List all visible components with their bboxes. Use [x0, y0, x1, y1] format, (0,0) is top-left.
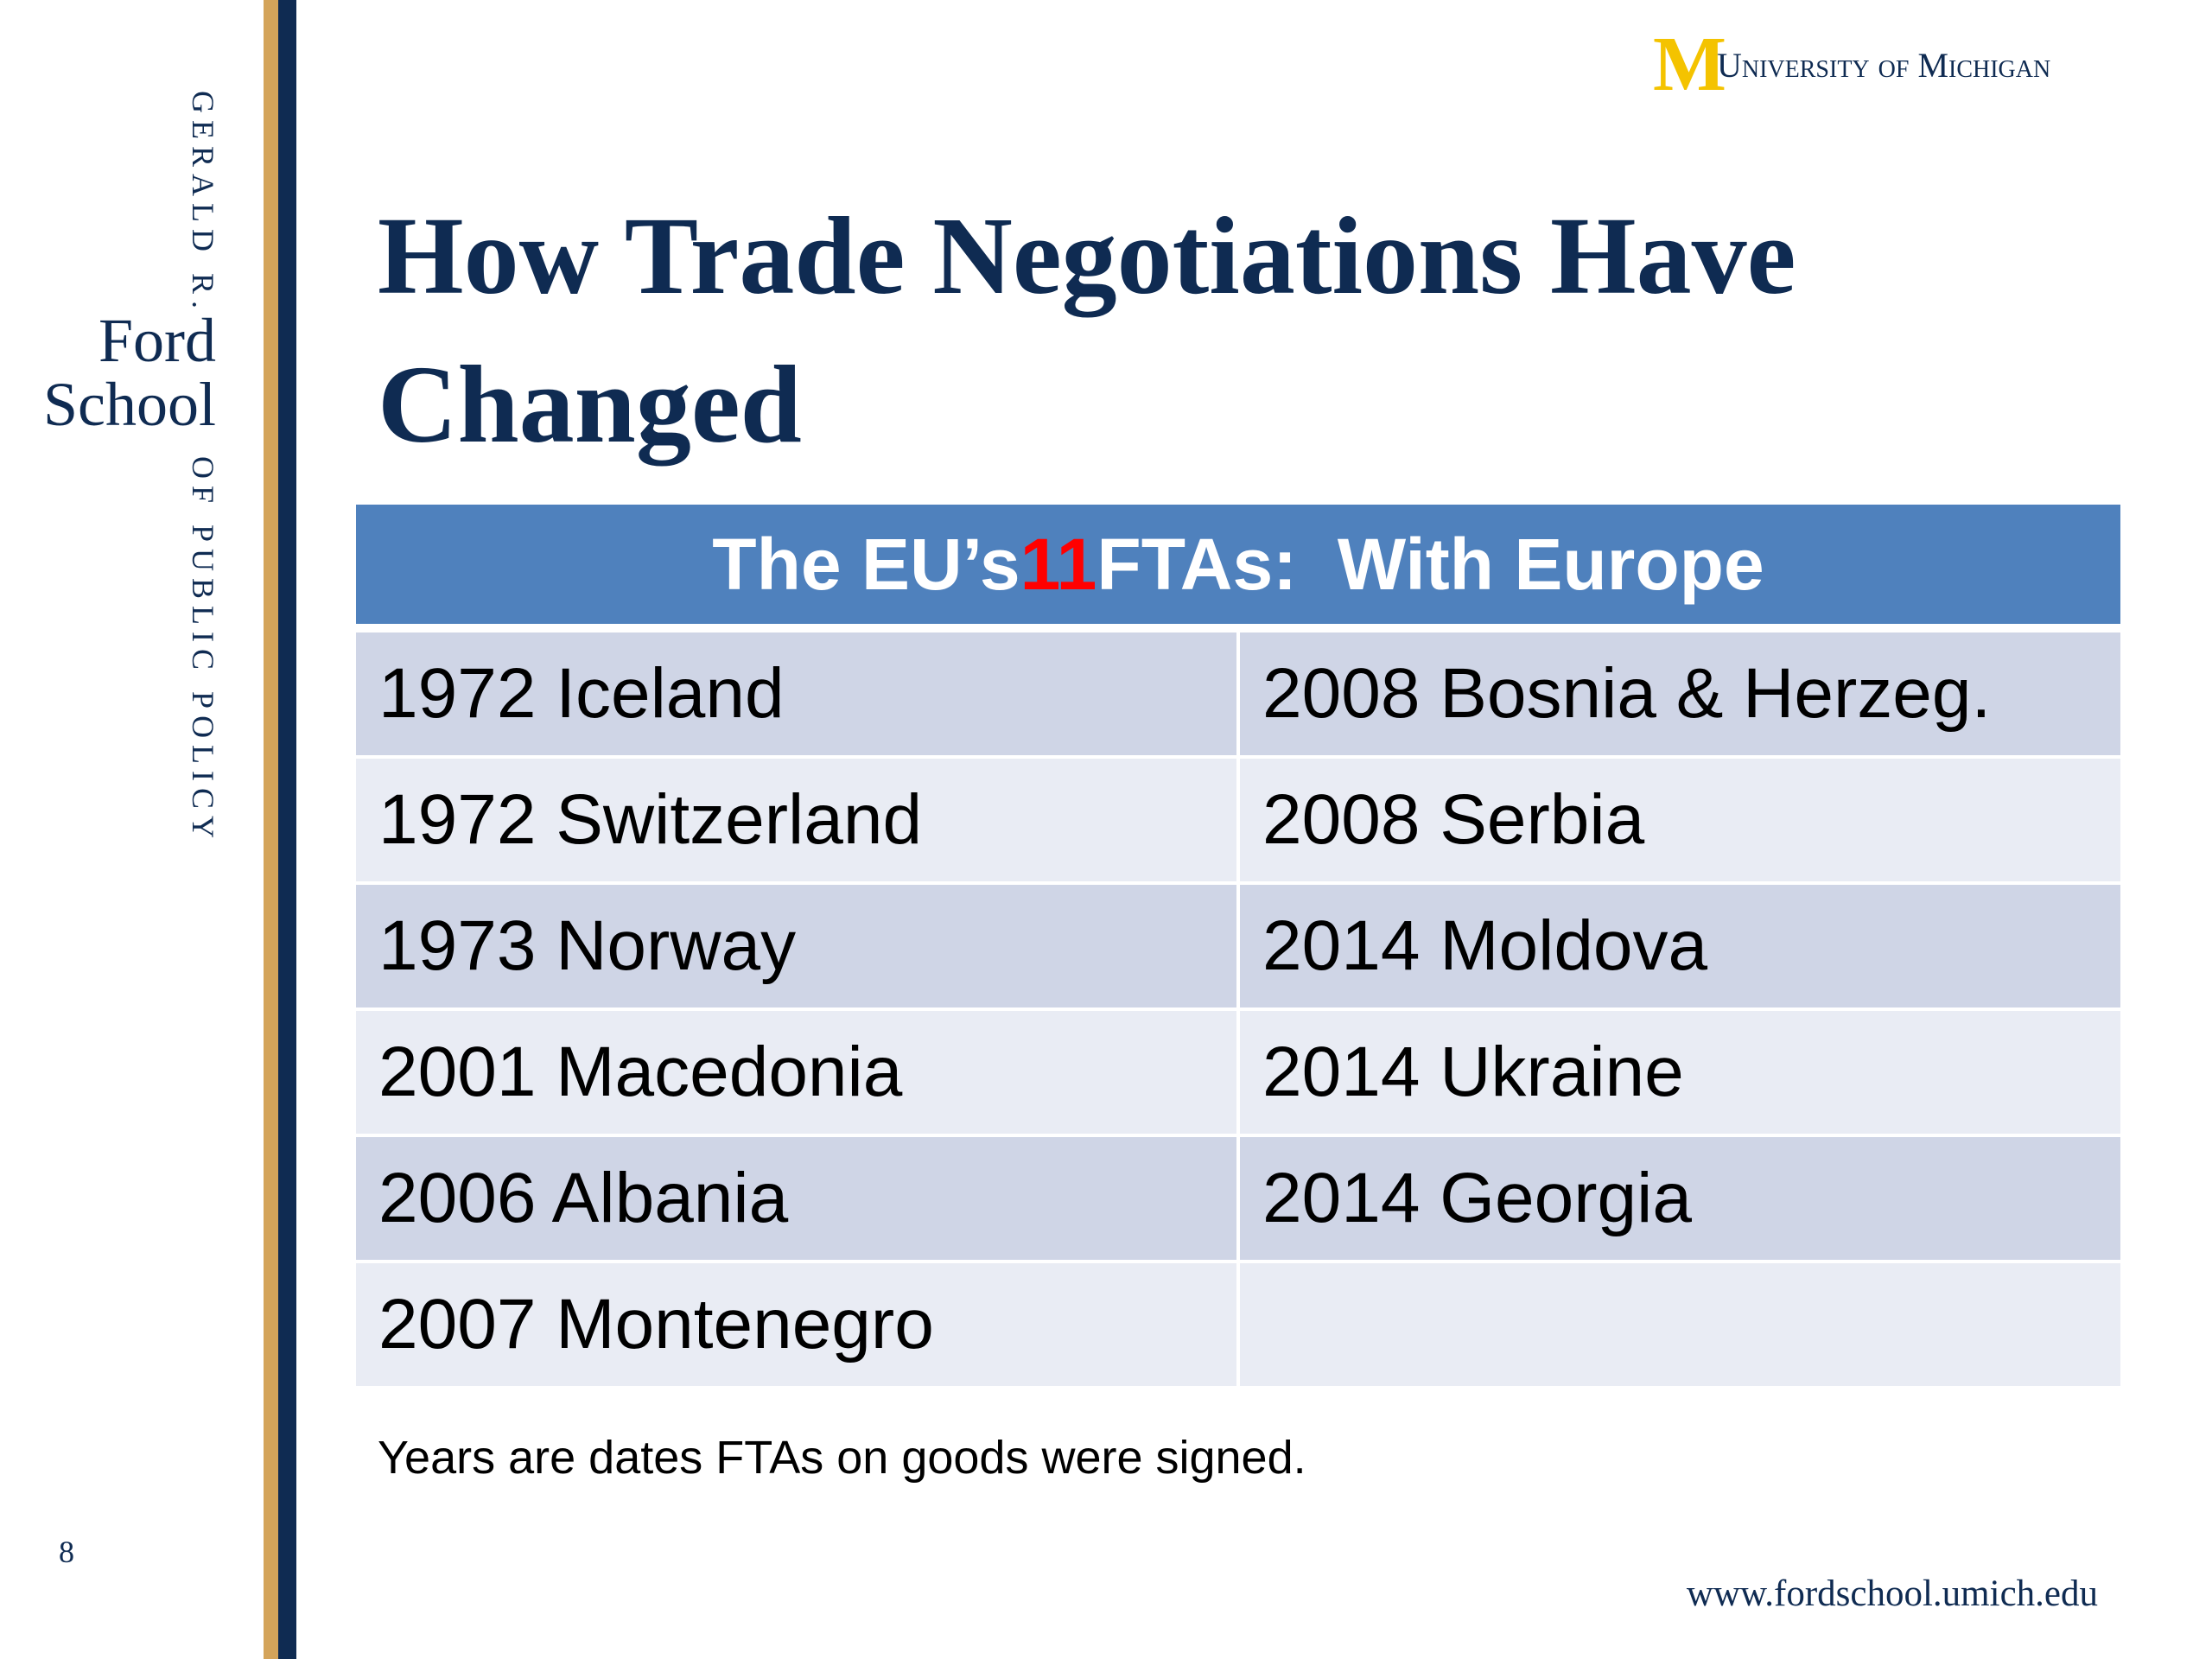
table-cell: 2014 Ukraine [1236, 1011, 2120, 1134]
table-cell: 2008 Bosnia & Herzeg. [1236, 632, 2120, 755]
table-cell: 1972 Iceland [356, 632, 1236, 755]
table-row: 2001 Macedonia 2014 Ukraine [356, 1007, 2120, 1134]
table-header: The EU’s 11 FTAs: With Europe [356, 505, 2120, 624]
table-cell: 2014 Georgia [1236, 1137, 2120, 1260]
school-name: Ford [98, 306, 216, 375]
table-row: 1973 Norway 2014 Moldova [356, 881, 2120, 1007]
table-cell: 2006 Albania [356, 1137, 1236, 1260]
logo-mark: M [1653, 22, 1726, 107]
header-text: FTAs: With Europe [1096, 523, 1764, 605]
slide-title: How Trade Negotiations Have Changed [378, 194, 1796, 466]
table-cell: 1972 Switzerland [356, 759, 1236, 881]
school-name: School [42, 370, 216, 439]
table-cell: 2014 Moldova [1236, 885, 2120, 1007]
table-row: 1972 Iceland 2008 Bosnia & Herzeg. [356, 629, 2120, 755]
table-cell: 2008 Serbia [1236, 759, 2120, 881]
footer-url: www.fordschool.umich.edu [1686, 1573, 2098, 1614]
table-cell: 1973 Norway [356, 885, 1236, 1007]
footnote: Years are dates FTAs on goods were signe… [378, 1432, 1306, 1484]
sidebar-top: GERALD R. [186, 91, 220, 315]
table-cell: 2007 Montenegro [356, 1263, 1236, 1386]
gold-bar [264, 0, 278, 1659]
page-number: 8 [59, 1535, 74, 1569]
sidebar-bottom: OF PUBLIC POLICY [186, 456, 220, 846]
table-row: 1972 Switzerland 2008 Serbia [356, 755, 2120, 881]
table-row: 2007 Montenegro [356, 1260, 2120, 1386]
logo-text: University of Michigan [1717, 46, 2051, 85]
table-cell: 2001 Macedonia [356, 1011, 1236, 1134]
table-body: 1972 Iceland 2008 Bosnia & Herzeg. 1972 Sw… [356, 629, 2120, 1386]
navy-bar [278, 0, 296, 1659]
header-text: The EU’s [712, 523, 1020, 605]
table-cell [1236, 1263, 2120, 1386]
table-row: 2006 Albania 2014 Georgia [356, 1134, 2120, 1260]
header-count: 11 [1020, 523, 1097, 605]
